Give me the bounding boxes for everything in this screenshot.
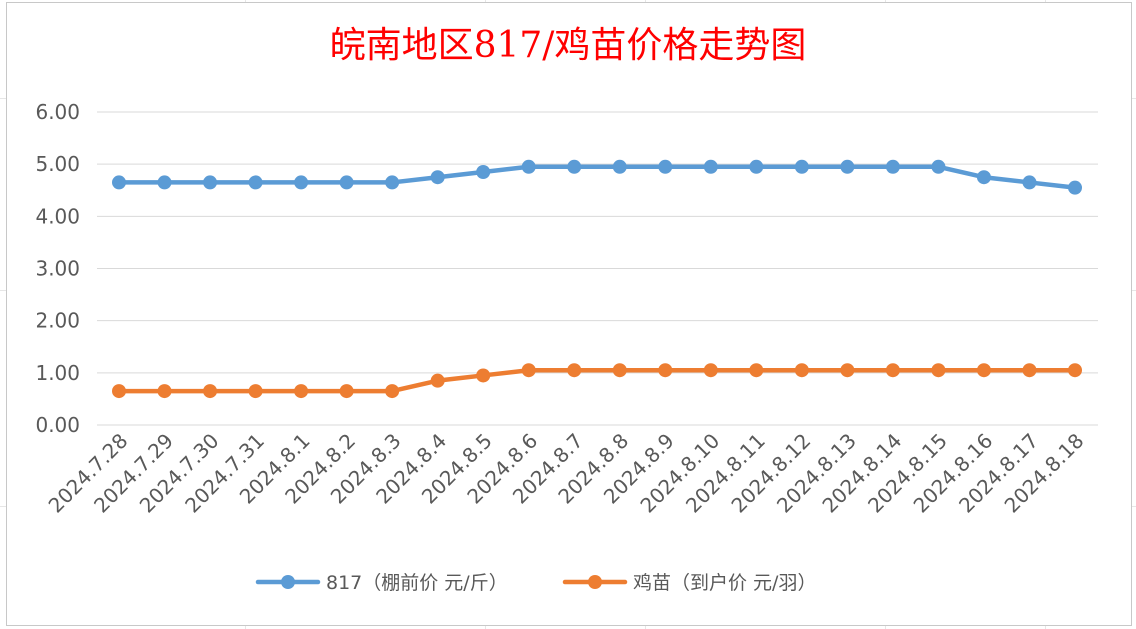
y-tick-label: 4.00 — [35, 204, 80, 228]
data-point-series-1 — [794, 159, 809, 174]
legend-label: 鸡苗（到户价 元/羽） — [633, 572, 816, 594]
data-point-series-2 — [794, 363, 809, 378]
data-point-series-2 — [612, 363, 627, 378]
data-point-series-1 — [931, 159, 946, 174]
data-point-series-1 — [840, 159, 855, 174]
data-point-series-2 — [112, 384, 126, 399]
data-point-series-2 — [385, 384, 400, 399]
data-point-series-2 — [1022, 363, 1037, 378]
data-point-series-1 — [521, 159, 536, 174]
data-point-series-2 — [339, 384, 354, 399]
data-point-series-1 — [976, 170, 991, 185]
data-point-series-1 — [294, 175, 309, 190]
data-point-series-2 — [658, 363, 673, 378]
data-point-series-1 — [112, 175, 126, 190]
y-tick-label: 1.00 — [35, 361, 80, 385]
data-point-series-2 — [476, 368, 491, 383]
data-point-series-2 — [931, 363, 946, 378]
data-point-series-2 — [703, 363, 718, 378]
y-tick-label: 5.00 — [35, 152, 80, 176]
series-line-1 — [116, 164, 1078, 190]
data-point-series-1 — [1068, 180, 1082, 195]
data-point-series-1 — [703, 159, 718, 174]
legend-marker — [588, 575, 602, 589]
data-point-series-2 — [248, 384, 263, 399]
data-point-series-2 — [885, 363, 900, 378]
data-point-series-2 — [521, 363, 536, 378]
data-point-series-1 — [339, 175, 354, 190]
y-tick-label: 3.00 — [35, 257, 80, 281]
data-point-series-1 — [1022, 175, 1037, 190]
data-point-series-1 — [567, 159, 582, 174]
y-tick-label: 0.00 — [35, 413, 80, 437]
y-tick-label: 6.00 — [35, 100, 80, 124]
data-point-series-1 — [430, 170, 445, 185]
data-point-series-2 — [976, 363, 991, 378]
data-point-series-2 — [1068, 363, 1082, 378]
data-point-series-1 — [203, 175, 218, 190]
data-point-series-2 — [749, 363, 764, 378]
data-point-series-2 — [430, 373, 445, 388]
data-point-series-1 — [885, 159, 900, 174]
data-point-series-1 — [385, 175, 400, 190]
data-point-series-1 — [658, 159, 673, 174]
data-point-series-1 — [612, 159, 627, 174]
series-line-2 — [116, 367, 1078, 394]
data-point-series-1 — [476, 164, 491, 179]
data-point-series-1 — [157, 175, 172, 190]
data-point-series-2 — [567, 363, 582, 378]
data-point-series-2 — [840, 363, 855, 378]
data-point-series-2 — [294, 384, 309, 399]
data-point-series-1 — [248, 175, 263, 190]
chart-area[interactable] — [6, 2, 1132, 626]
legend-marker — [281, 575, 295, 589]
y-tick-label: 2.00 — [35, 309, 80, 333]
data-point-series-2 — [203, 384, 218, 399]
chart-title: 皖南地区817/鸡苗价格走势图 — [329, 25, 807, 66]
legend-label: 817（棚前价 元/斤） — [326, 572, 508, 594]
data-point-series-1 — [749, 159, 764, 174]
data-point-series-2 — [157, 384, 172, 399]
